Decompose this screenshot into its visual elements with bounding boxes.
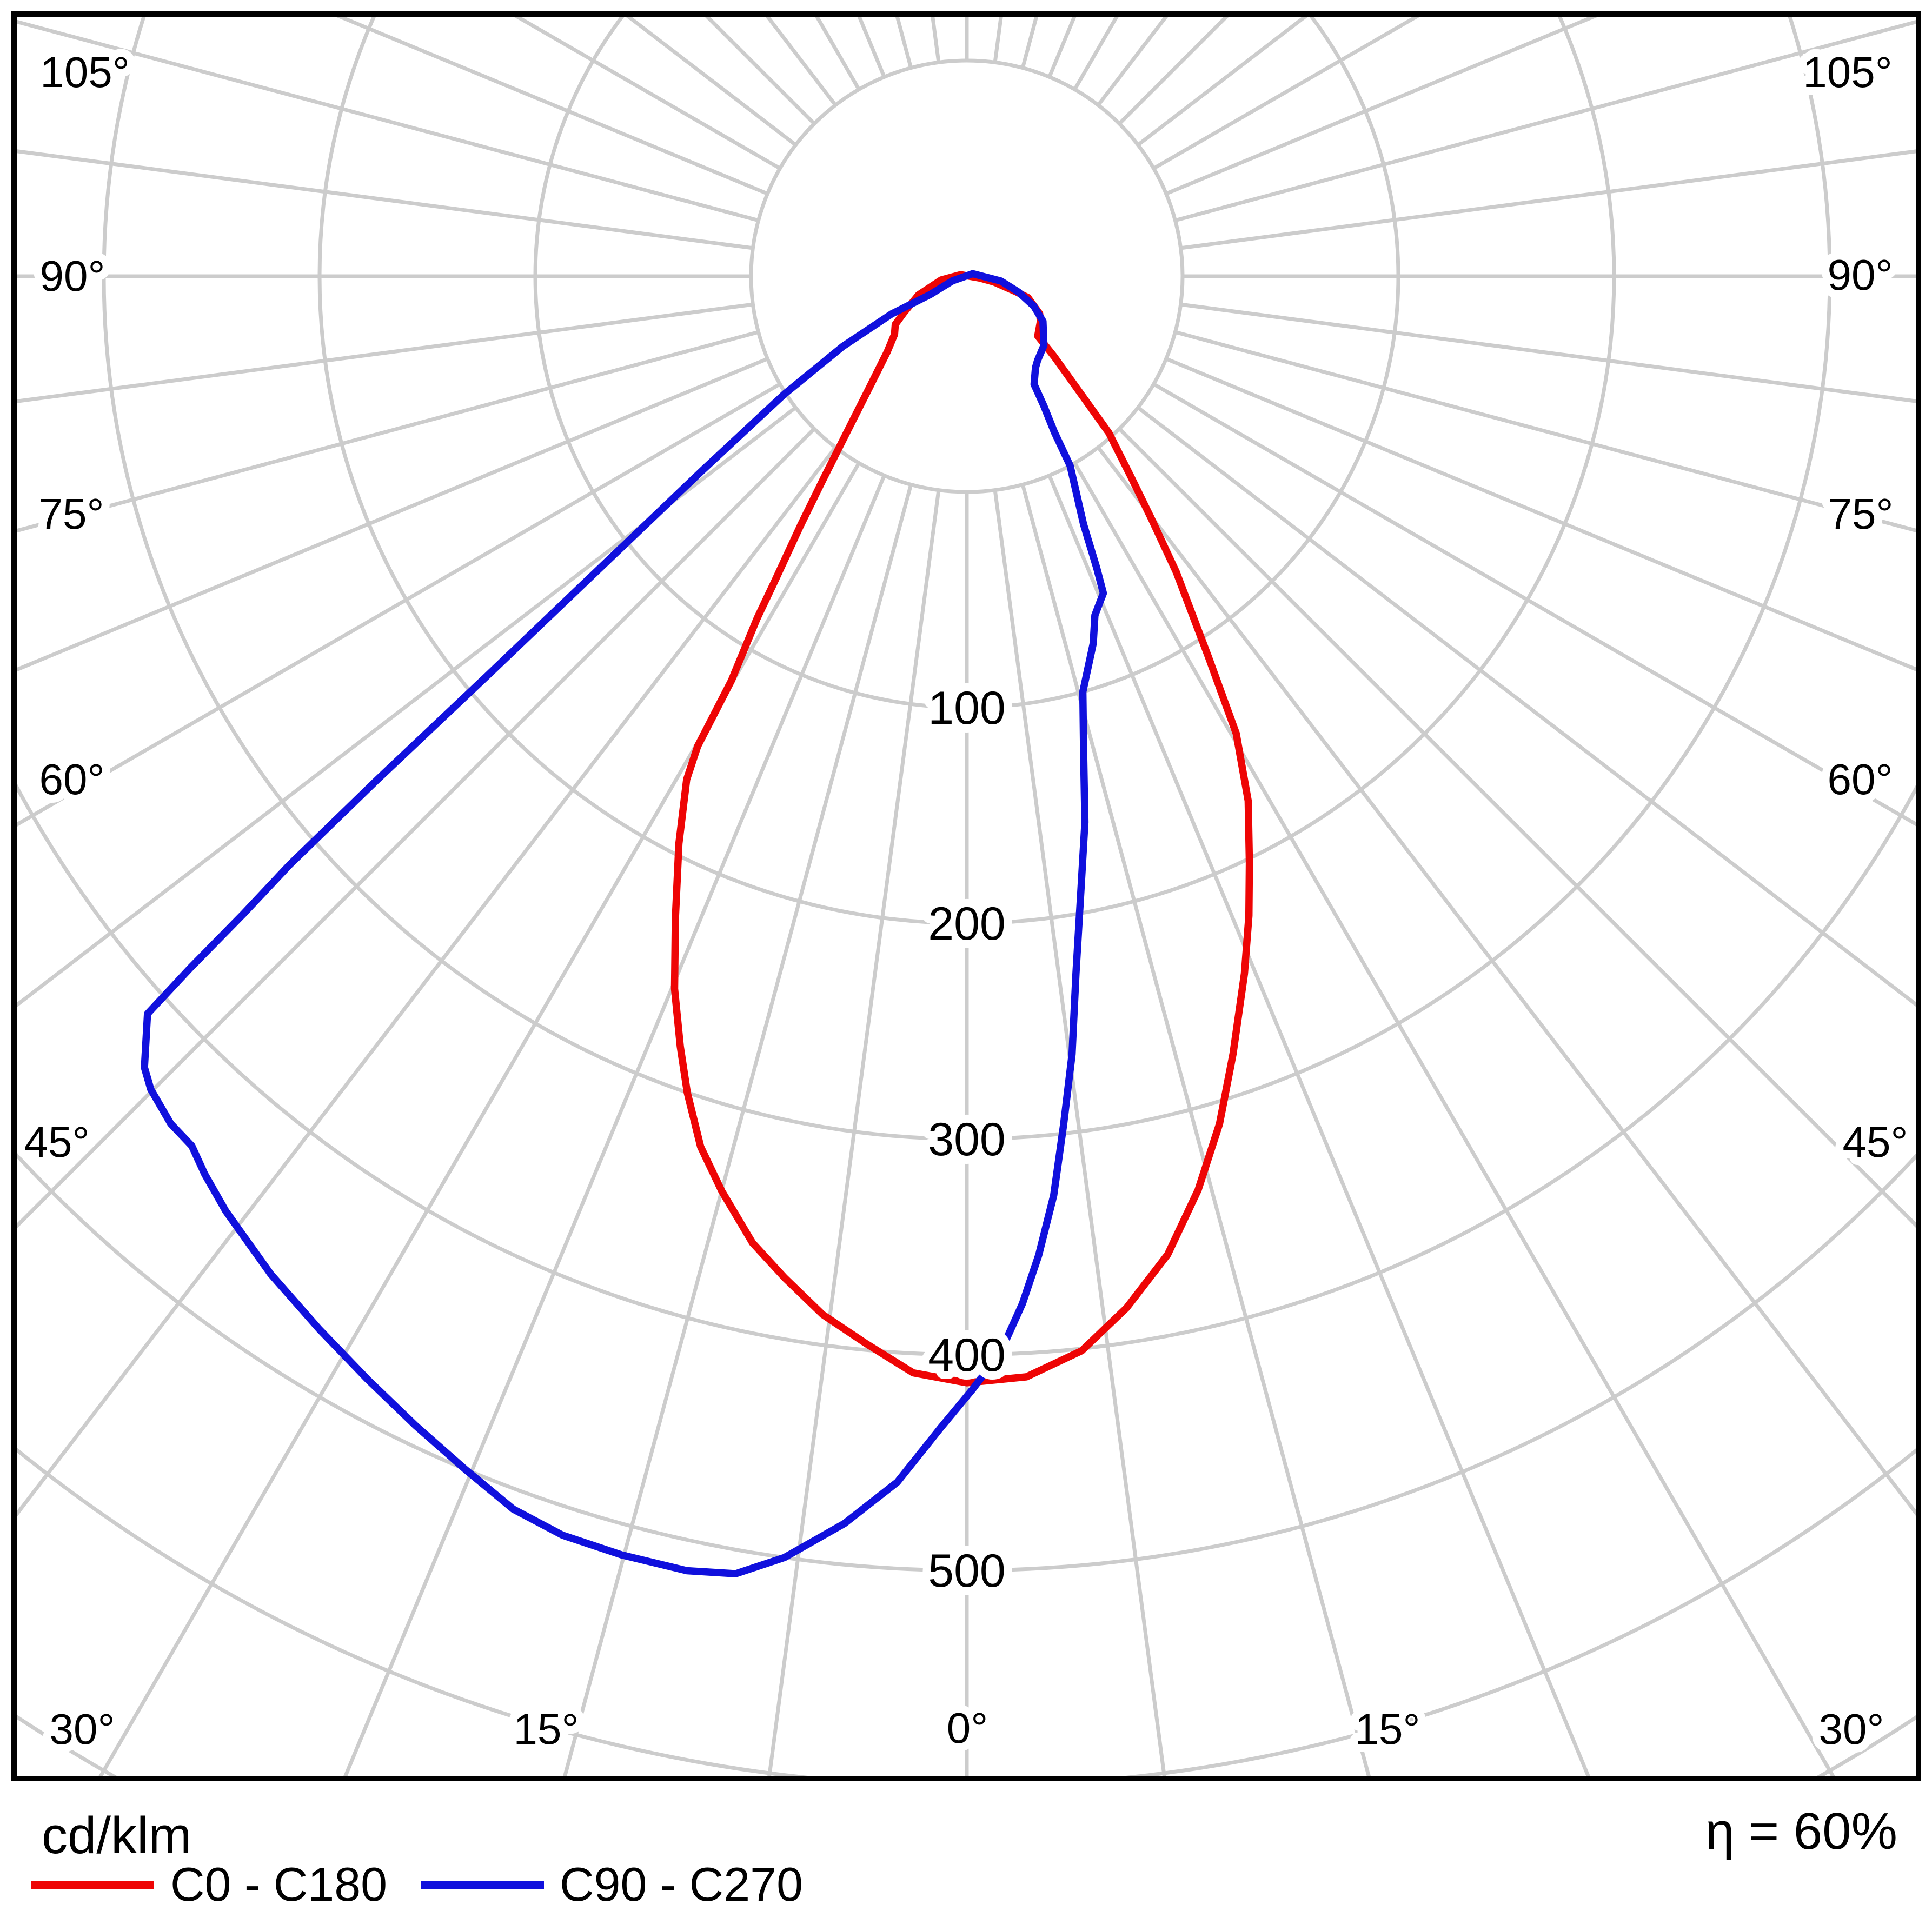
angle-label-9-45deg: 45° (1843, 1118, 1908, 1166)
radial-line-345 (563, 484, 913, 1776)
radial-line-105 (1174, 20, 1916, 223)
angle-label-7-75deg: 75° (1828, 490, 1894, 538)
radial-line-75 (1174, 330, 1916, 532)
ring-label-400: 400 (928, 1329, 1006, 1381)
ring-label-200: 200 (928, 898, 1006, 950)
radial-line-15 (1020, 484, 1371, 1776)
angle-label-2-75deg: 75° (39, 490, 104, 538)
radial-line-322.5 (17, 446, 837, 1517)
legend-label-c0-c180: C0 - C180 (170, 1857, 387, 1911)
radial-line-7.5 (993, 490, 1166, 1776)
efficiency-label: η = 60% (1705, 1802, 1897, 1860)
labels-layer: 100 200 300 400 500 105° 90° 75° 60° 45° 105° 90° 75… (16, 40, 1916, 1761)
angle-label-6-90deg: 90° (1828, 251, 1893, 299)
radial-line-82.5 (1180, 302, 1916, 403)
radial-line-315 (17, 427, 816, 1229)
angle-label-10-30deg: 30° (50, 1705, 115, 1753)
radial-line-22.5 (1047, 475, 1590, 1776)
curve-c0-c180 (670, 271, 1253, 1387)
radial-line-255 (17, 19, 759, 223)
ring-label-500: 500 (928, 1545, 1006, 1597)
radial-line-97.5 (1180, 149, 1916, 250)
angle-label-0-105deg: 105° (40, 48, 129, 96)
angle-label-1-90deg: 90° (40, 252, 105, 300)
radial-line-292.5 (17, 357, 768, 672)
radial-line-307.5 (17, 406, 797, 1008)
angle-label-11-15deg: 15° (514, 1705, 579, 1753)
angle-label-3-60deg: 60° (39, 755, 105, 803)
radial-line-285 (17, 330, 759, 533)
radial-line-67.5 (1165, 357, 1916, 671)
angle-label-4-45deg: 45° (24, 1118, 90, 1166)
angle-label-5-105deg: 105° (1803, 48, 1892, 96)
radial-line-240 (513, 17, 781, 170)
radial-line-337.5 (343, 475, 886, 1776)
legend-label-c90-c270: C90 - C270 (560, 1857, 803, 1911)
curve-c90-c270 (141, 270, 1107, 1577)
angle-label-13-15deg: 15° (1355, 1705, 1420, 1753)
radial-line-37.5 (1097, 446, 1916, 1516)
radial-line-60 (1152, 382, 1916, 827)
radial-line-262.5 (17, 149, 753, 250)
unit-label: cd/klm (42, 1807, 191, 1865)
angle-label-8-60deg: 60° (1828, 755, 1893, 803)
angle-label-14-30deg: 30° (1819, 1705, 1884, 1753)
radial-line-30 (1073, 462, 1835, 1776)
radial-line-300 (17, 382, 781, 827)
radial-line-277.5 (17, 302, 753, 403)
radial-line-112.5 (1165, 17, 1598, 196)
plot-border (11, 11, 1921, 1781)
radial-line-45 (1118, 427, 1916, 1228)
radial-line-120 (1152, 17, 1420, 170)
ring-label-100: 100 (928, 682, 1006, 734)
radial-line-247.5 (335, 17, 768, 196)
ring-label-300: 300 (928, 1114, 1006, 1166)
angle-label-12-0deg: 0° (947, 1704, 988, 1752)
curves-layer (141, 270, 1253, 1577)
radial-line-352.5 (767, 490, 941, 1776)
radial-line-52.5 (1137, 406, 1916, 1007)
